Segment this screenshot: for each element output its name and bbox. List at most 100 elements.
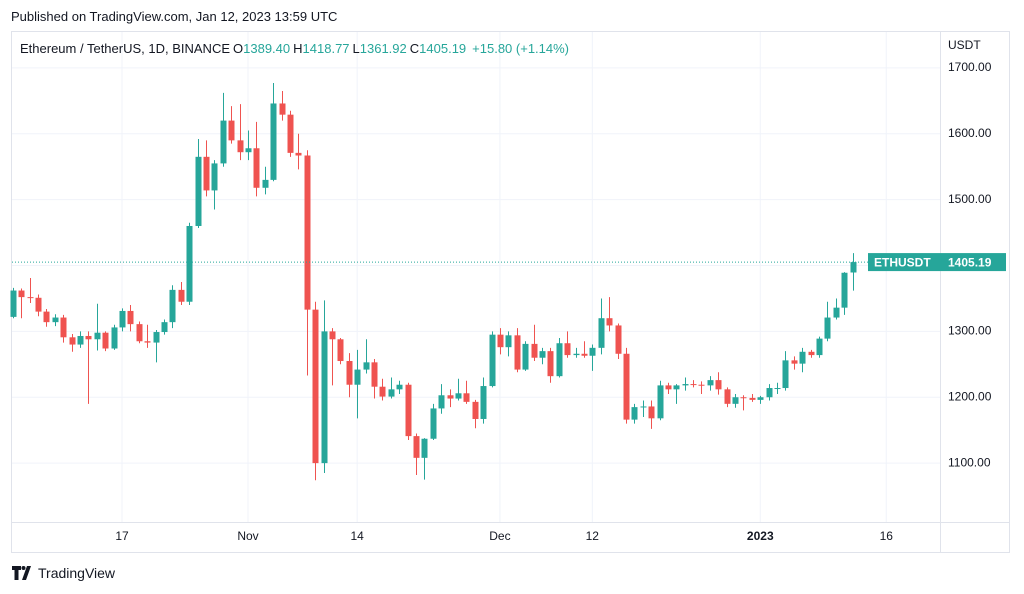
candle-body (707, 380, 714, 386)
candle-body (363, 362, 370, 370)
candle-body (346, 361, 353, 385)
candle-body (816, 338, 823, 356)
candle-body (455, 393, 462, 399)
candle-body (161, 322, 168, 333)
candle-body (329, 331, 336, 340)
candle-body (10, 290, 17, 317)
candle-body (472, 401, 479, 419)
y-tick-label: 1500.00 (948, 192, 992, 206)
candle-body (237, 140, 244, 153)
candle-body (514, 335, 521, 370)
price-tag (868, 253, 1006, 272)
y-tick-label: 1200.00 (948, 389, 992, 403)
candle-body (757, 397, 764, 400)
candle-body (35, 297, 42, 312)
candle-body (489, 334, 496, 387)
candle-body (724, 389, 731, 404)
y-tick-label: 1600.00 (948, 126, 992, 140)
candle-body (673, 385, 680, 390)
x-tick-label: Dec (489, 529, 510, 543)
candle-body (749, 397, 756, 400)
candle-body (715, 380, 722, 390)
change: +15.80 (+1.14%) (472, 41, 570, 56)
x-tick-label: Nov (237, 529, 258, 543)
candle-body (379, 386, 386, 397)
candle-body (136, 324, 143, 342)
brand-icon (12, 566, 31, 580)
candle-body (94, 332, 101, 340)
candle-body (186, 225, 193, 302)
candle-body (169, 289, 176, 323)
candle-body (287, 114, 294, 153)
x-tick-label: 14 (350, 529, 364, 543)
candle-body (505, 335, 512, 348)
price-tag-name: ETHUSDT (874, 255, 931, 269)
candle-body (564, 343, 571, 356)
candle-body (396, 384, 403, 390)
candle-body (430, 408, 437, 439)
field-key: O (233, 41, 244, 56)
candle-body (682, 384, 689, 386)
x-tick-label: 2023 (747, 529, 774, 543)
brand-logo: TradingView (12, 565, 115, 581)
field-key: H (293, 41, 303, 56)
candle-body (539, 351, 546, 358)
field-value: 1405.19 (419, 41, 467, 56)
candle-body (740, 397, 747, 399)
candle-body (497, 334, 504, 348)
candle-body (447, 395, 454, 399)
chart-frame (11, 31, 1010, 553)
candle-body (413, 436, 420, 458)
candle-body (153, 332, 160, 343)
candle-body (799, 351, 806, 364)
candle-body (531, 343, 538, 358)
candle-body (833, 307, 840, 318)
candle-body (312, 309, 319, 464)
candle-body (228, 120, 235, 141)
candle-body (732, 397, 739, 404)
candle-body (195, 156, 202, 226)
candle-body (270, 103, 277, 180)
candle-body (262, 179, 269, 188)
candle-body (438, 395, 445, 409)
candle-body (824, 317, 831, 339)
candle-body (615, 325, 622, 354)
y-tick-label: 1300.00 (948, 324, 992, 338)
candle-body (648, 406, 655, 419)
candle-body (547, 351, 554, 377)
candle-body (657, 385, 664, 419)
grid (12, 32, 940, 522)
candle-body (245, 148, 252, 153)
candle-body (598, 318, 605, 348)
y-tick-label: 1100.00 (948, 455, 991, 469)
candle-body (295, 152, 302, 156)
candle-body (144, 341, 151, 343)
candle-body (371, 362, 378, 387)
candle-body (178, 289, 185, 302)
candle-body (522, 343, 529, 370)
x-tick-label: 17 (115, 529, 129, 543)
candle-body (623, 353, 630, 420)
candle-body (220, 120, 227, 164)
field-value: 1361.92 (359, 41, 407, 56)
candle-body (43, 311, 50, 323)
field-key: C (409, 41, 420, 56)
candle-body (589, 347, 596, 356)
candle-body (304, 155, 311, 310)
candle-body (774, 388, 781, 390)
candle-body (690, 384, 697, 386)
candle-body (850, 262, 857, 273)
candle-body (85, 335, 92, 340)
candle-body (27, 297, 34, 299)
legend-header: Ethereum / TetherUS, 1D, BINANCE O1389.40… (20, 41, 569, 56)
candle-body (640, 406, 647, 408)
candle-body (60, 317, 67, 338)
candle-body (405, 384, 412, 437)
brand-name: TradingView (38, 565, 116, 581)
candle-body (111, 327, 118, 349)
candle-body (606, 318, 613, 326)
candle-body (18, 290, 25, 298)
y-tick-label: 1700.00 (948, 60, 992, 74)
